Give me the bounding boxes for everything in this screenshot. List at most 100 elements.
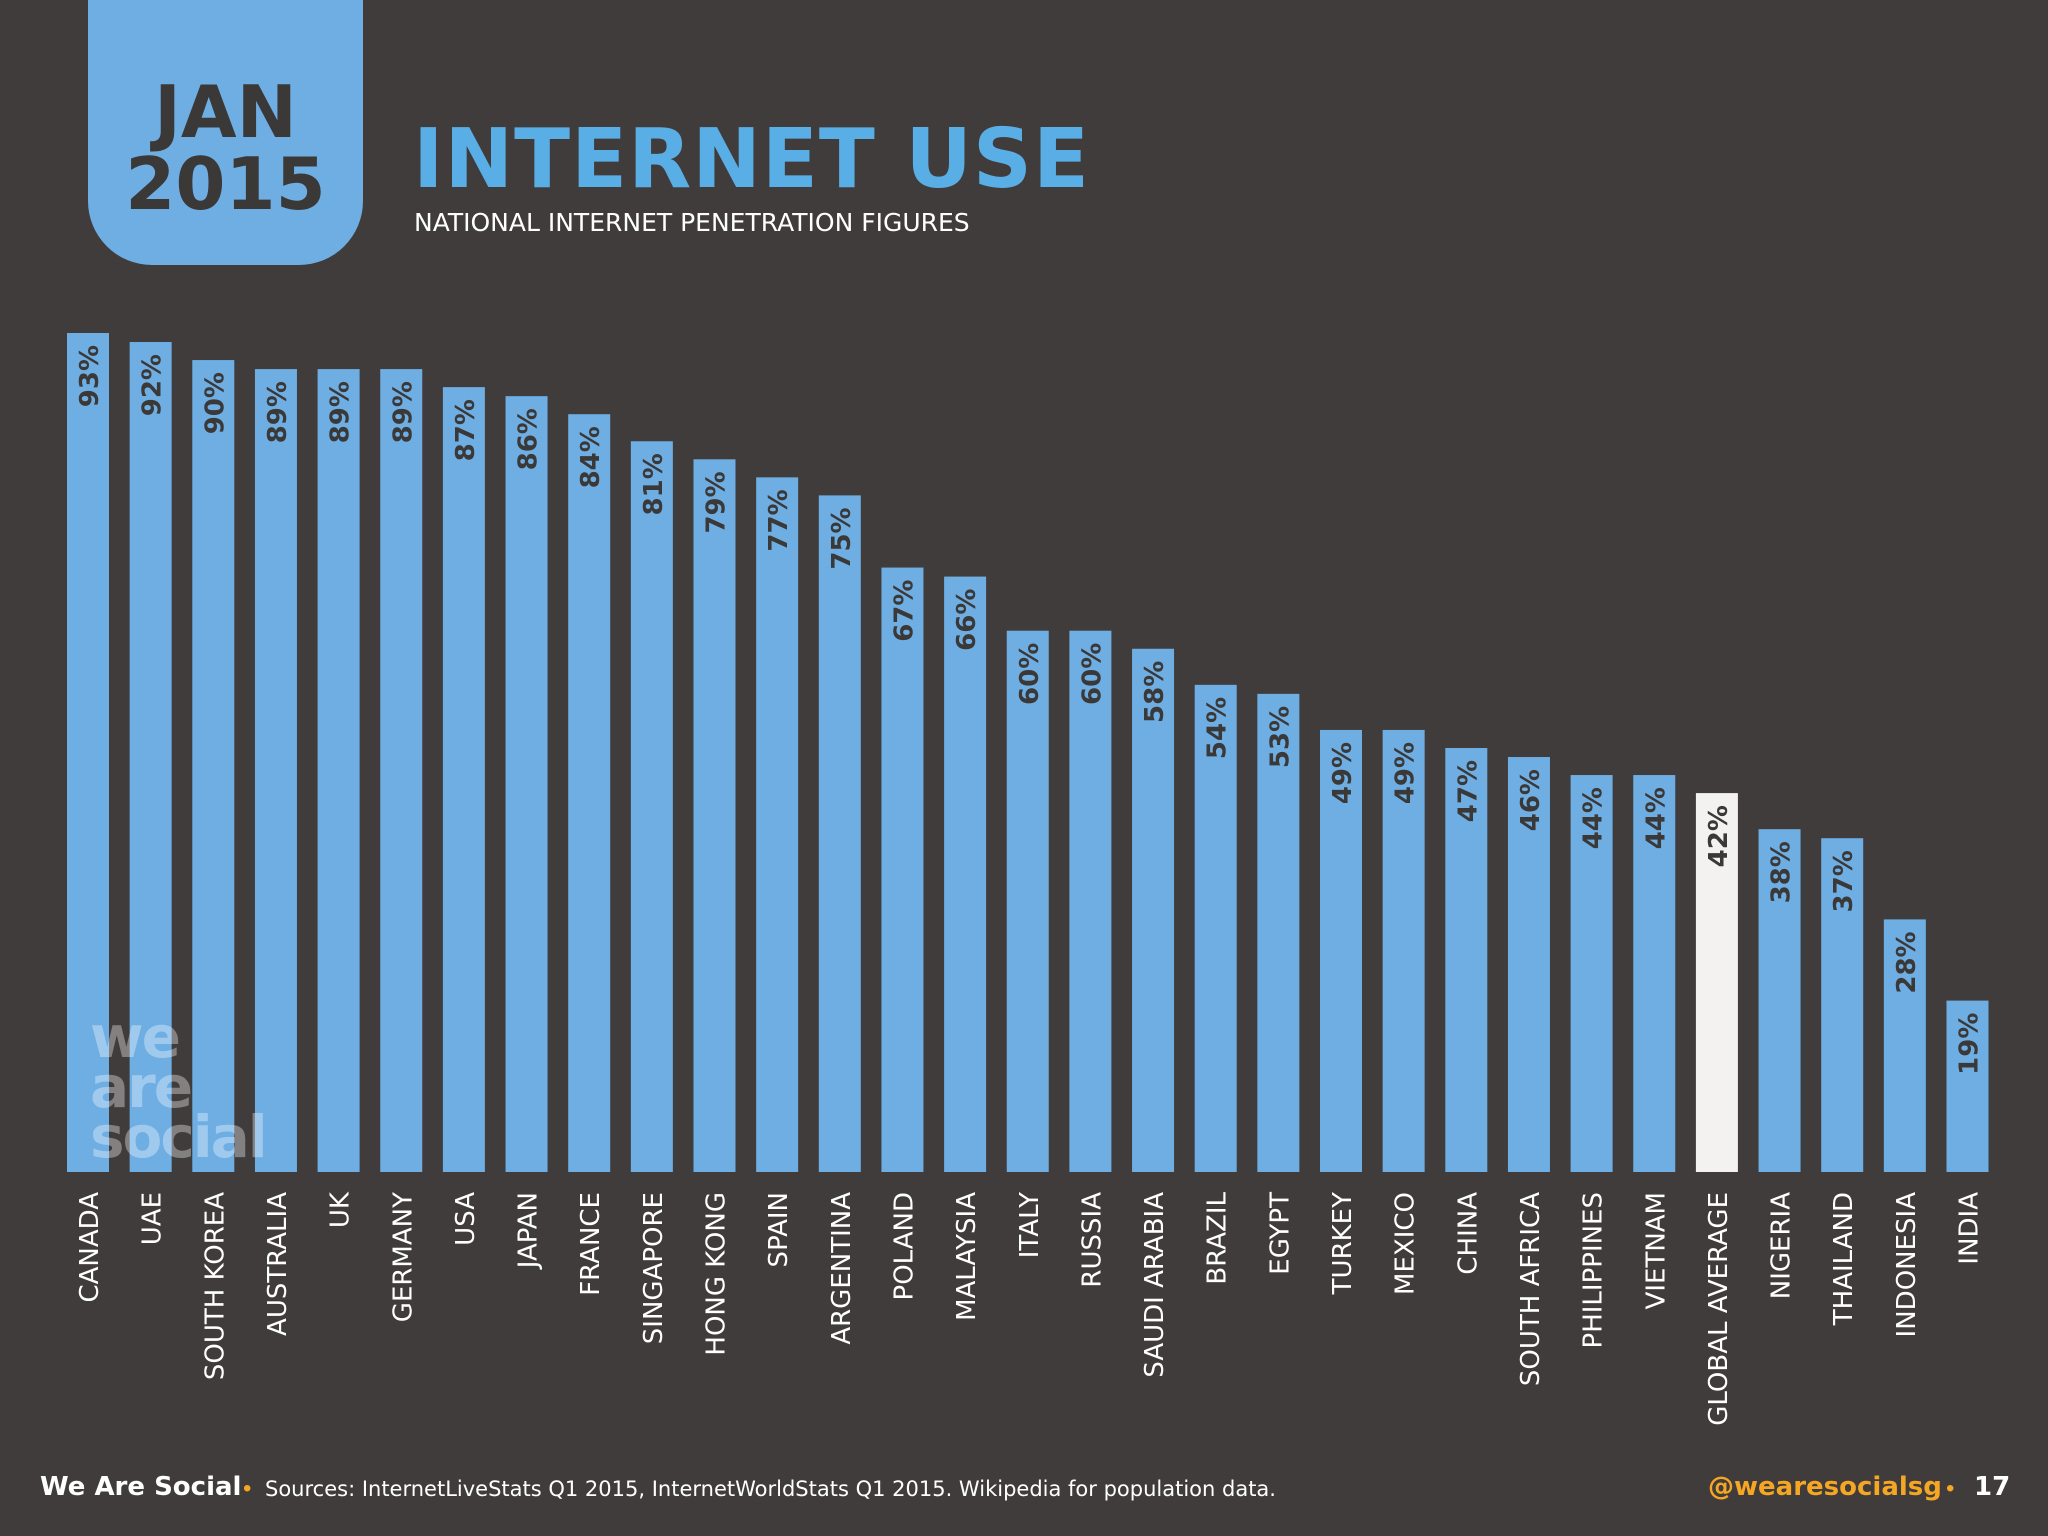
category-label: USA xyxy=(451,1192,481,1246)
bar-value-label: 49% xyxy=(1328,742,1358,804)
page-number: 17 xyxy=(1974,1472,2011,1502)
bar-south-korea xyxy=(192,360,235,1172)
category-label: POLAND xyxy=(889,1192,919,1300)
category-label: RUSSIA xyxy=(1077,1192,1107,1288)
watermark-line: we xyxy=(90,1003,181,1071)
bar-brazil xyxy=(1194,684,1237,1172)
category-label: PHILIPPINES xyxy=(1579,1192,1609,1348)
footer-separator: • xyxy=(243,1475,252,1502)
category-label: BRAZIL xyxy=(1203,1191,1233,1284)
category-label: SOUTH AFRICA xyxy=(1516,1192,1546,1386)
bar-usa xyxy=(442,387,485,1172)
bar-egypt xyxy=(1257,693,1300,1172)
bar-value-label: 60% xyxy=(1015,643,1045,705)
bar-value-label: 37% xyxy=(1829,850,1859,912)
page-subtitle: NATIONAL INTERNET PENETRATION FIGURES xyxy=(414,208,970,237)
bar-japan xyxy=(505,396,548,1173)
category-label: MEXICO xyxy=(1391,1192,1421,1295)
bar-poland xyxy=(881,567,924,1172)
bar-philippines xyxy=(1570,775,1613,1172)
category-label: GLOBAL AVERAGE xyxy=(1704,1192,1734,1426)
bar-germany xyxy=(380,369,423,1172)
bar-value-label: 89% xyxy=(326,381,356,443)
bar-value-label: 53% xyxy=(1265,706,1295,768)
bar-value-label: 42% xyxy=(1704,805,1734,867)
bar-indonesia xyxy=(1883,919,1926,1172)
bar-value-label: 87% xyxy=(451,399,481,461)
category-label: AUSTRALIA xyxy=(263,1192,293,1336)
badge-year: 2015 xyxy=(125,141,326,226)
bar-russia xyxy=(1069,630,1112,1172)
date-badge: JAN 2015 xyxy=(88,0,363,265)
bar-chart: 93% CANADA 92% UAE 90% SOUTH KOREA 89% AUSTRALI… xyxy=(67,333,1989,1426)
bar-uae xyxy=(129,342,172,1173)
category-label: VIETNAM xyxy=(1641,1192,1671,1309)
bar-value-label: 84% xyxy=(576,426,606,488)
bar-value-label: 75% xyxy=(827,507,857,569)
bar-canada xyxy=(67,333,109,1172)
category-label: SOUTH KOREA xyxy=(200,1192,230,1380)
category-label: SINGAPORE xyxy=(639,1192,669,1344)
page-title: INTERNET USE xyxy=(413,112,1091,207)
category-label: ARGENTINA xyxy=(827,1192,857,1345)
bar-singapore xyxy=(630,441,673,1172)
bar-value-label: 86% xyxy=(514,408,544,470)
bar-vietnam xyxy=(1633,775,1676,1172)
bar-india xyxy=(1946,1000,1989,1172)
watermark-line: social xyxy=(90,1103,268,1171)
category-label: INDONESIA xyxy=(1892,1192,1922,1338)
category-label: EGYPT xyxy=(1265,1192,1295,1275)
category-label: MALAYSIA xyxy=(952,1192,982,1321)
badge-month: JAN xyxy=(154,69,297,154)
category-label: GERMANY xyxy=(388,1192,418,1322)
bar-value-label: 89% xyxy=(388,381,418,443)
bar-value-label: 93% xyxy=(75,345,105,407)
category-label: FRANCE xyxy=(576,1192,606,1296)
bar-hong-kong xyxy=(693,459,736,1172)
bar-value-label: 28% xyxy=(1892,931,1922,993)
category-label: SAUDI ARABIA xyxy=(1140,1192,1170,1378)
bar-global-average xyxy=(1695,793,1738,1172)
bar-value-label: 92% xyxy=(138,354,168,416)
bar-value-label: 44% xyxy=(1579,787,1609,849)
bar-turkey xyxy=(1320,729,1362,1172)
bar-mexico xyxy=(1382,729,1425,1172)
footer-brand: We Are Social xyxy=(40,1472,242,1502)
bar-malaysia xyxy=(944,576,987,1172)
bar-thailand xyxy=(1821,838,1864,1172)
bar-value-label: 66% xyxy=(952,589,982,651)
bar-saudi-arabia xyxy=(1132,648,1175,1172)
category-label: THAILAND xyxy=(1829,1192,1859,1326)
footer-handle: @wearesocialsg xyxy=(1708,1472,1942,1502)
bar-nigeria xyxy=(1758,829,1801,1172)
bar-value-label: 89% xyxy=(263,381,293,443)
bar-value-label: 46% xyxy=(1516,769,1546,831)
category-label: TURKEY xyxy=(1328,1192,1358,1295)
category-label: ITALY xyxy=(1015,1192,1045,1258)
bar-value-label: 47% xyxy=(1453,760,1483,822)
bar-uk xyxy=(317,369,360,1172)
watermark-line: are xyxy=(90,1053,193,1121)
bar-spain xyxy=(756,477,799,1172)
bar-value-label: 90% xyxy=(200,372,230,434)
category-label: UK xyxy=(326,1191,356,1228)
footer-sources: Sources: InternetLiveStats Q1 2015, Inte… xyxy=(265,1477,1276,1501)
category-label: CHINA xyxy=(1453,1192,1483,1275)
bar-france xyxy=(568,414,611,1172)
watermark-logo: we are social xyxy=(90,1003,268,1171)
bar-value-label: 60% xyxy=(1077,643,1107,705)
bar-value-label: 44% xyxy=(1641,787,1671,849)
bar-value-label: 38% xyxy=(1767,841,1797,903)
bar-value-label: 81% xyxy=(639,453,669,515)
bar-value-label: 49% xyxy=(1391,742,1421,804)
bar-italy xyxy=(1006,630,1049,1172)
category-label: INDIA xyxy=(1955,1192,1985,1265)
bar-value-label: 19% xyxy=(1955,1013,1985,1075)
bar-australia xyxy=(254,369,297,1172)
bar-value-label: 79% xyxy=(702,471,732,533)
bar-value-label: 67% xyxy=(889,580,919,642)
category-label: JAPAN xyxy=(514,1192,544,1270)
category-label: CANADA xyxy=(75,1192,105,1303)
bar-value-label: 58% xyxy=(1140,661,1170,723)
category-label: HONG KONG xyxy=(702,1192,732,1356)
